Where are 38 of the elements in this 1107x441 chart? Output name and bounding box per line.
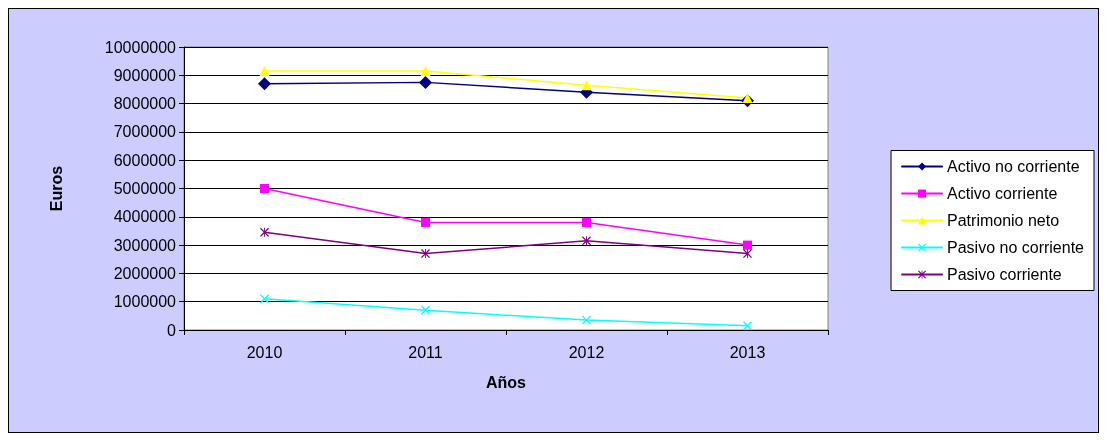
point: [743, 321, 752, 331]
x-tick-label: 2012: [568, 343, 605, 361]
legend-label: Pasivo no corriente: [947, 239, 1085, 256]
legend-label: Pasivo corriente: [947, 266, 1062, 283]
y-tick-label: 9000000: [113, 66, 177, 84]
y-tick-label: 6000000: [113, 151, 177, 169]
y-tick-label: 2000000: [113, 264, 177, 282]
y-axis-title: Euros: [47, 165, 65, 212]
legend-label: Patrimonio neto: [947, 212, 1060, 229]
y-tick-label: 3000000: [113, 236, 177, 254]
point: [582, 236, 591, 246]
x-axis-title: Años: [486, 373, 527, 391]
y-tick-label: 5000000: [113, 180, 177, 197]
y-tick-label: 4000000: [113, 208, 177, 226]
point: [582, 315, 591, 325]
point: [260, 227, 269, 237]
y-tick-label: 1000000: [113, 293, 177, 311]
point: [582, 217, 591, 227]
y-tick-label: 0: [167, 321, 177, 339]
legend-label: Activo no corriente: [947, 158, 1080, 175]
point: [421, 217, 430, 227]
y-tick-label: 8000000: [113, 95, 177, 113]
point: [259, 66, 270, 77]
point: [742, 92, 753, 103]
point: [258, 77, 271, 91]
point: [421, 305, 430, 315]
legend-label: Activo corriente: [947, 185, 1058, 202]
x-tick-label: 2011: [408, 343, 443, 361]
x-tick-label: 2013: [729, 343, 766, 361]
y-tick-label: 7000000: [113, 123, 177, 141]
point: [260, 184, 269, 193]
point: [420, 66, 431, 77]
point: [743, 240, 752, 250]
x-tick-label: 2010: [246, 343, 283, 361]
point: [581, 80, 592, 91]
point: [260, 294, 269, 304]
y-tick-label: 10000000: [104, 38, 177, 56]
point: [419, 75, 432, 89]
